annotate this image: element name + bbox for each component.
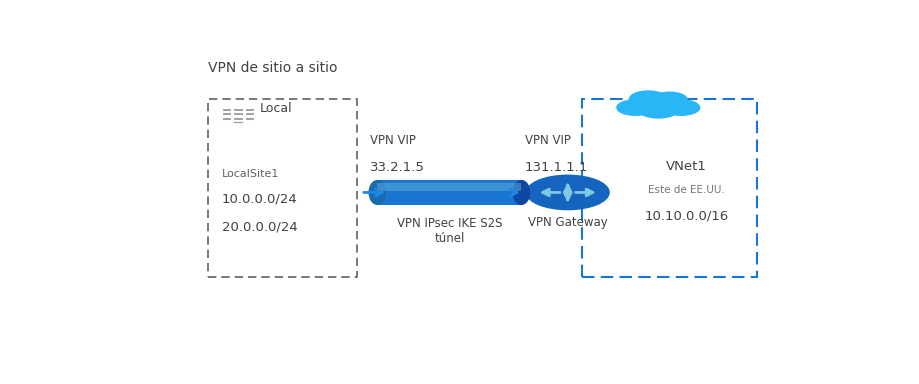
Text: VPN VIP: VPN VIP bbox=[369, 134, 415, 147]
Bar bbox=[221, 108, 231, 111]
Bar bbox=[233, 116, 243, 120]
Circle shape bbox=[526, 175, 608, 210]
Circle shape bbox=[630, 91, 666, 106]
Circle shape bbox=[638, 101, 677, 118]
Bar bbox=[377, 180, 521, 205]
Bar bbox=[233, 112, 243, 115]
Text: Local: Local bbox=[259, 102, 292, 115]
Bar bbox=[244, 116, 254, 120]
Text: 10.10.0.0/16: 10.10.0.0/16 bbox=[644, 210, 728, 223]
Ellipse shape bbox=[512, 180, 529, 205]
Circle shape bbox=[626, 97, 658, 110]
Bar bbox=[221, 116, 231, 120]
Circle shape bbox=[630, 94, 685, 116]
Text: 131.1.1.1: 131.1.1.1 bbox=[525, 161, 588, 174]
Text: VNet1: VNet1 bbox=[665, 160, 707, 173]
Text: 33.2.1.5: 33.2.1.5 bbox=[369, 161, 425, 174]
Bar bbox=[233, 108, 243, 111]
Text: 20.0.0.0/24: 20.0.0.0/24 bbox=[221, 220, 298, 233]
Bar bbox=[244, 108, 254, 111]
Text: LocalSite1: LocalSite1 bbox=[221, 169, 279, 179]
Text: 10.0.0.0/24: 10.0.0.0/24 bbox=[221, 192, 298, 205]
Text: VPN IPsec IKE S2S
túnel: VPN IPsec IKE S2S túnel bbox=[396, 217, 502, 245]
Circle shape bbox=[662, 100, 699, 115]
Circle shape bbox=[658, 97, 689, 110]
Bar bbox=[244, 112, 254, 115]
Circle shape bbox=[617, 100, 653, 115]
Circle shape bbox=[652, 92, 686, 106]
Bar bbox=[377, 183, 521, 191]
Text: VPN de sitio a sitio: VPN de sitio a sitio bbox=[208, 61, 337, 75]
Text: VPN VIP: VPN VIP bbox=[525, 134, 570, 147]
Text: Este de EE.UU.: Este de EE.UU. bbox=[648, 185, 724, 195]
Text: VPN Gateway: VPN Gateway bbox=[528, 216, 607, 229]
Bar bbox=[233, 121, 243, 123]
Bar bbox=[221, 112, 231, 115]
Ellipse shape bbox=[369, 180, 386, 205]
